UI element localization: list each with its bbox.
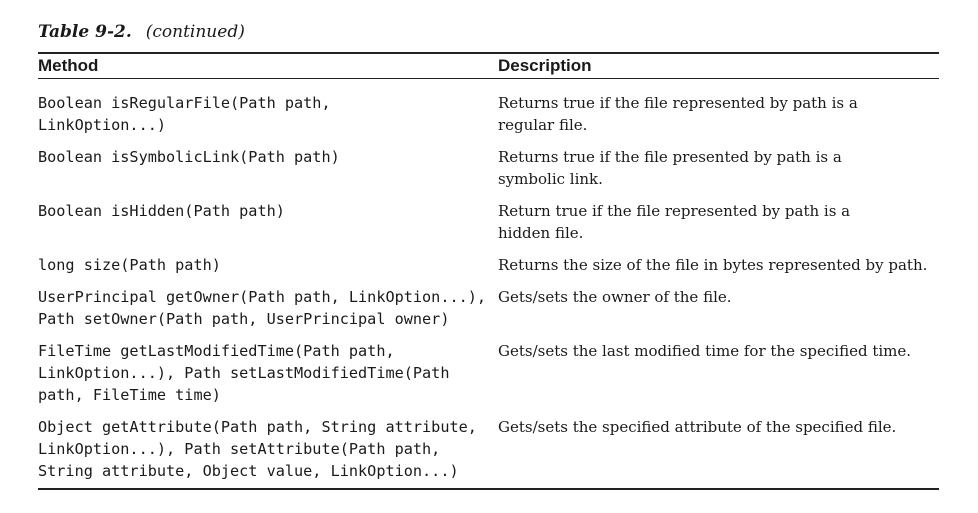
method-cell-is-symbolic-link: Boolean isSymbolicLink(Path path) (38, 148, 340, 166)
table-caption-label: Table 9-2. (38, 22, 132, 42)
method-cell-is-regular-file: Boolean isRegularFile(Path path, LinkOpt… (38, 94, 331, 134)
column-header-description: Description (498, 56, 592, 75)
method-cell-attribute: Object getAttribute(Path path, String at… (38, 418, 477, 480)
method-cell-is-hidden: Boolean isHidden(Path path) (38, 202, 285, 220)
method-cell-last-modified-time: FileTime getLastModifiedTime(Path path, … (38, 342, 450, 404)
method-cell-size: long size(Path path) (38, 256, 221, 274)
description-cell-owner: Gets/sets the owner of the file. (498, 288, 732, 306)
description-cell-is-symbolic-link: Returns true if the file presented by pa… (498, 148, 842, 188)
description-cell-is-regular-file: Returns true if the file represented by … (498, 94, 858, 134)
description-cell-last-modified-time: Gets/sets the last modified time for the… (498, 342, 912, 360)
table-bottom-rule (38, 488, 939, 490)
table-caption: Table 9-2. (continued) (38, 20, 245, 44)
column-header-method: Method (38, 56, 99, 75)
description-cell-attribute: Gets/sets the specified attribute of the… (498, 418, 897, 436)
table-header-rule (38, 78, 939, 79)
table-caption-note: (continued) (145, 22, 245, 42)
description-cell-is-hidden: Return true if the file represented by p… (498, 202, 851, 242)
description-cell-size: Returns the size of the file in bytes re… (498, 256, 928, 274)
table-top-rule (38, 52, 939, 54)
method-cell-owner: UserPrincipal getOwner(Path path, LinkOp… (38, 288, 487, 328)
